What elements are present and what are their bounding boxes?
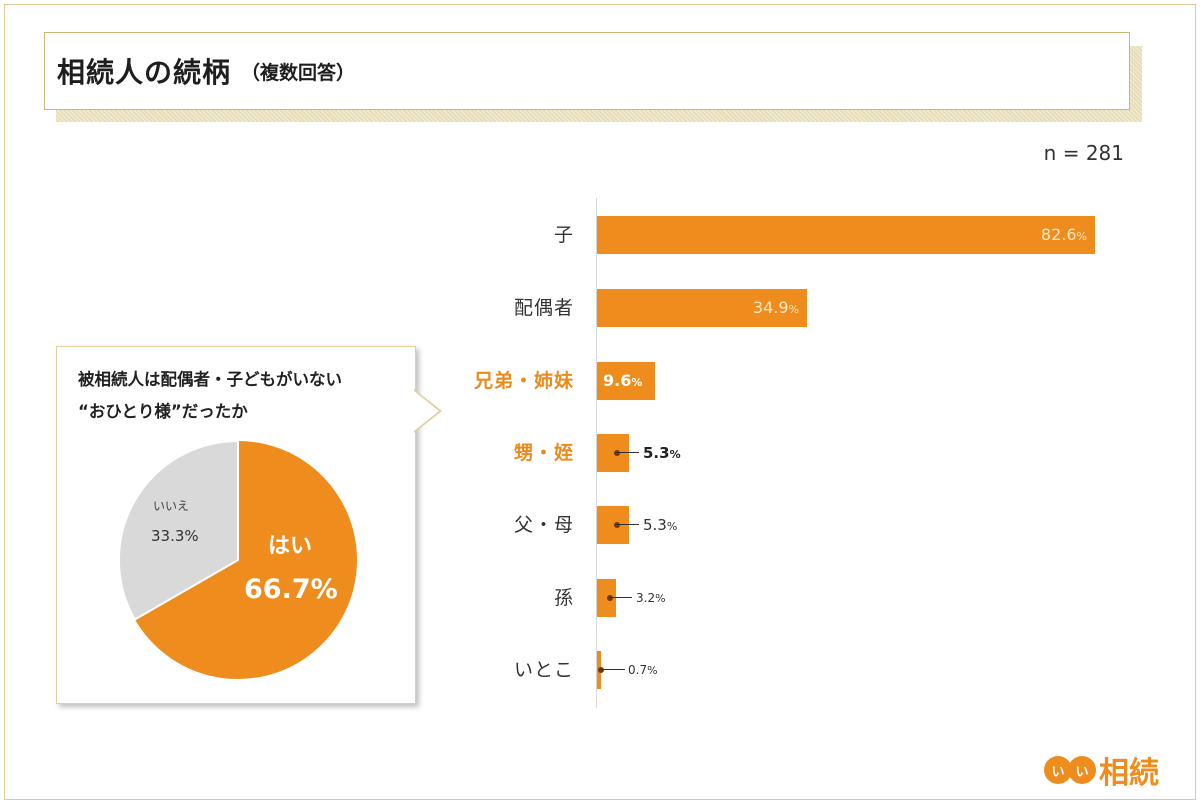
bar [597, 434, 629, 472]
bar-value: 3.2% [636, 591, 666, 605]
bar-row: 甥・姪 5.3% [0, 434, 1200, 472]
bar-row: 父・母 5.3% [0, 506, 1200, 544]
bar [597, 579, 616, 617]
leader-line [610, 597, 632, 598]
bar-row: いとこ 0.7% [0, 651, 1200, 689]
bar-label: 子 [553, 224, 574, 246]
bar-value: 9.6% [603, 371, 643, 390]
bar-axis-line [596, 198, 597, 708]
logo-text: 相続 [1099, 756, 1159, 791]
title-box: 相続人の続柄 （複数回答） [44, 32, 1130, 110]
leader-line [601, 669, 625, 670]
logo-circle: い [1044, 756, 1072, 784]
leader-line [617, 452, 639, 453]
bubble-question-line2: “おひとり様”だったか [78, 402, 248, 421]
bar-row: 子 82.6% [0, 216, 1200, 254]
bar: 82.6% [597, 216, 1095, 254]
bar-label: 兄弟・姉妹 [473, 370, 574, 392]
bubble-pointer-fill [414, 391, 439, 431]
bar-label: 甥・姪 [513, 442, 574, 464]
bar-label: 配偶者 [513, 297, 574, 319]
pie-yes-label: はい [268, 534, 313, 559]
page-subtitle: （複数回答） [241, 61, 356, 84]
bar: 34.9% [597, 289, 807, 327]
logo-circle: い [1068, 756, 1096, 784]
pie-slice-no [118, 440, 239, 621]
bar-row: 孫 3.2% [0, 579, 1200, 617]
pie-chart [118, 440, 357, 679]
pie-yes-value: 66.7% [244, 574, 338, 605]
bar: 9.6% [597, 362, 655, 400]
bar-row: 配偶者 34.9% [0, 289, 1200, 327]
pie-no-value: 33.3% [151, 527, 199, 545]
bubble-question-line1: 被相続人は配偶者・子どもがいない [78, 370, 342, 389]
bar-label: 孫 [553, 587, 574, 609]
page-title: 相続人の続柄 [57, 56, 232, 89]
bar-value: 34.9% [752, 298, 799, 317]
bar-label: いとこ [513, 659, 574, 681]
bar-row: 兄弟・姉妹 9.6% [0, 362, 1200, 400]
bar-value: 0.7% [628, 663, 658, 677]
bar-label: 父・母 [513, 514, 574, 536]
bar-value: 5.3% [643, 444, 681, 462]
brand-logo: い い 相続 [1044, 752, 1159, 791]
bar-value: 5.3% [643, 516, 678, 534]
pie-no-label: いいえ [153, 499, 190, 513]
bar-value: 82.6% [1040, 225, 1087, 244]
bar [597, 506, 629, 544]
sample-size: n = 281 [1043, 141, 1124, 165]
leader-line [617, 524, 639, 525]
